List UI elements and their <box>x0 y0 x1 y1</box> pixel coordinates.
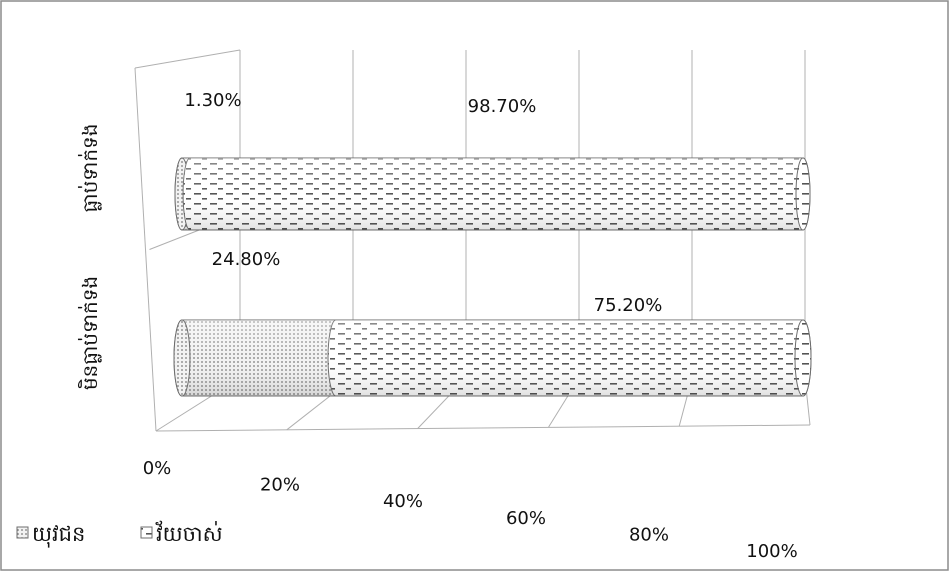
data-label: 98.70% <box>468 96 537 117</box>
legend: យុវជន វ័យចាស់ <box>16 520 223 548</box>
x-tick-label: 0% <box>143 458 172 479</box>
legend-swatch <box>140 526 153 539</box>
bar-shading <box>328 320 811 396</box>
bar-right-cap <box>795 157 811 231</box>
x-tick-label: 20% <box>260 475 300 496</box>
left-wall-top-edge <box>134 49 241 69</box>
data-label: 24.80% <box>212 249 281 270</box>
x-tick-labels: 0% 20% 40% 60% 80% 100% <box>143 458 798 562</box>
x-tick-label: 80% <box>629 524 669 545</box>
bar-shading <box>183 158 810 230</box>
bars <box>173 157 812 397</box>
floor-front-edge <box>155 424 811 432</box>
legend-swatch <box>16 526 29 539</box>
x-tick-label: 60% <box>506 508 546 529</box>
left-wall-front-edge <box>134 67 157 432</box>
bar-shading <box>174 320 345 396</box>
category-label: មិនធ្លាប់ទាក់ទង <box>77 276 102 390</box>
x-tick-label: 40% <box>383 491 423 512</box>
category-labels: មិនធ្លាប់ទាក់ទង ធ្លាប់ទាក់ទង <box>77 124 102 391</box>
x-tick-label: 100% <box>746 541 797 562</box>
category-label: ធ្លាប់ទាក់ទង <box>77 124 102 213</box>
bar-right-cap <box>794 319 812 397</box>
bar-left-cap <box>173 319 191 397</box>
legend-label: យុវជន <box>32 522 85 548</box>
data-label: 75.20% <box>594 295 663 316</box>
data-label: 1.30% <box>184 90 241 111</box>
data-labels: 24.80% 75.20% 1.30% 98.70% <box>184 90 662 316</box>
legend-label: វ័យចាស់ <box>155 520 223 546</box>
